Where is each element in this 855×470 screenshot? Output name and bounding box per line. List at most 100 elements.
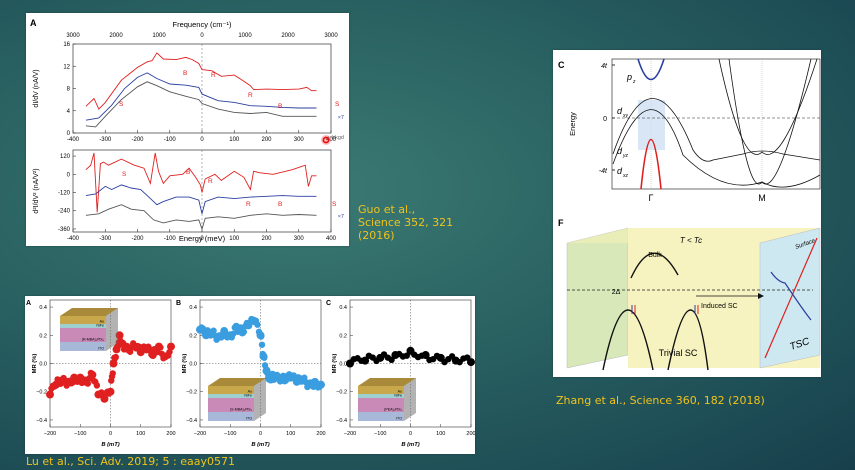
inset-side <box>106 320 118 342</box>
x-tick-label: 100 <box>286 431 295 437</box>
top-axis-tick: 0 <box>200 33 204 39</box>
inset-layer <box>60 316 106 324</box>
inset-layer <box>208 412 254 421</box>
data-point <box>167 342 175 351</box>
scale-label: ×7 <box>338 214 344 220</box>
peak-label: S <box>119 101 124 108</box>
band-dxz <box>640 138 662 190</box>
y-tick-label: 0.0 <box>339 362 347 368</box>
x-tick-label: −200 <box>194 431 206 437</box>
inset-layer-label: NiFe <box>394 394 402 398</box>
y-tick-label: -120 <box>58 191 71 197</box>
inset-top-face <box>208 378 266 386</box>
y-tick-label: 120 <box>60 154 71 160</box>
inset-side <box>404 390 416 412</box>
x-tick-label: 100 <box>136 431 145 437</box>
band-label-sub: xz <box>622 173 629 179</box>
inset-layer <box>60 342 106 351</box>
y-tick-label: 0 <box>67 131 71 137</box>
left-plane <box>566 227 629 369</box>
peak-label: B <box>278 201 282 208</box>
inset-layer <box>358 412 404 421</box>
data-point <box>467 358 475 367</box>
lu-figure: A 0.4 0.2 0.0 −0.2 −0.4 −200 −100 0 100 200 B (mT) M… <box>26 299 476 448</box>
data-point <box>88 370 97 379</box>
panel-label: F <box>558 218 564 228</box>
peak-label: S <box>332 201 337 208</box>
y-tick-label: −0.2 <box>36 390 47 396</box>
data-point <box>106 387 115 396</box>
series-line-1 <box>85 184 317 214</box>
y-tick-label: 0.4 <box>339 305 347 311</box>
x-tick-label: M <box>758 193 766 203</box>
data-point <box>421 351 430 360</box>
data-point <box>258 341 266 348</box>
y-tick-label: −0.4 <box>36 418 47 424</box>
x-tick-label: 300 <box>294 137 305 143</box>
x-axis-label: Energy (meV) <box>179 234 226 243</box>
inset-layer-label: NiFe <box>96 324 104 328</box>
x-tick-label: 0 <box>200 137 204 143</box>
x-tick-label: −100 <box>224 431 236 437</box>
inset-side <box>404 404 416 421</box>
x-tick-label: 0 <box>109 431 112 437</box>
y-tick-label: 0.4 <box>39 305 47 311</box>
x-tick-label: 0 <box>409 431 412 437</box>
y-tick-label: 0.2 <box>339 333 347 339</box>
x-axis-label: B (mT) <box>251 442 269 448</box>
bkgd-label: bkgd <box>332 135 344 141</box>
data-point <box>112 353 119 361</box>
y-tick-label: -360 <box>58 227 71 233</box>
trivial-label: Trivial SC <box>659 348 698 358</box>
data-point <box>146 345 154 353</box>
inset-side <box>106 308 118 324</box>
x-tick-label: 200 <box>261 236 272 242</box>
x-tick-label: 200 <box>261 137 272 143</box>
band-label: d <box>617 146 623 156</box>
highlight-region <box>638 100 665 150</box>
data-point <box>100 394 109 403</box>
induced-arrowhead <box>758 293 764 299</box>
y-tick-label: 0 <box>603 116 607 123</box>
peak-label: B <box>278 103 282 110</box>
inset-layer-label: (R-MBA)₂PbI₄ <box>82 338 105 342</box>
y-axis-label: Energy <box>568 112 577 136</box>
inset-layer-label: NiFe <box>244 394 252 398</box>
surface-band-red <box>764 237 818 359</box>
y-tick-label: -240 <box>58 209 71 215</box>
y-tick-label: −0.2 <box>186 390 197 396</box>
y-tick-label: 0 <box>67 172 71 178</box>
band-label-sub: z <box>632 79 636 85</box>
inset-layer-label: Au <box>248 390 252 394</box>
band-label-sub: xy <box>622 113 629 119</box>
guo-citation-line1: Guo et al., <box>358 203 416 216</box>
y-axis-label: d²I/dV² (nA/V²) <box>33 168 40 213</box>
series-line-0 <box>85 52 317 110</box>
x-tick-label: -400 <box>67 137 80 143</box>
band-label: d <box>617 166 623 176</box>
data-point <box>157 344 164 351</box>
bulk-band <box>630 252 679 279</box>
y-tick-label: 0.2 <box>39 333 47 339</box>
x-tick-label: −100 <box>74 431 86 437</box>
band-label: p <box>626 72 632 82</box>
inset-layer <box>208 394 254 398</box>
y-tick-label: −0.4 <box>336 418 347 424</box>
inset-layer <box>358 386 404 394</box>
data-point <box>254 321 261 328</box>
inset-layer <box>60 328 106 342</box>
inset-top-face <box>358 378 416 386</box>
inset-side <box>254 378 266 394</box>
y-axis-label: MR (%) <box>32 354 38 374</box>
top-axis-tick: 3000 <box>324 33 338 39</box>
band-dxy <box>612 98 821 162</box>
data-point <box>84 380 92 387</box>
y-tick-label: −0.2 <box>336 390 347 396</box>
inset-side <box>404 378 416 394</box>
peak-label: R <box>246 201 251 208</box>
peak-label: B <box>183 70 187 77</box>
inset-layer <box>358 394 404 398</box>
data-point <box>109 359 118 368</box>
data-point <box>109 370 116 377</box>
